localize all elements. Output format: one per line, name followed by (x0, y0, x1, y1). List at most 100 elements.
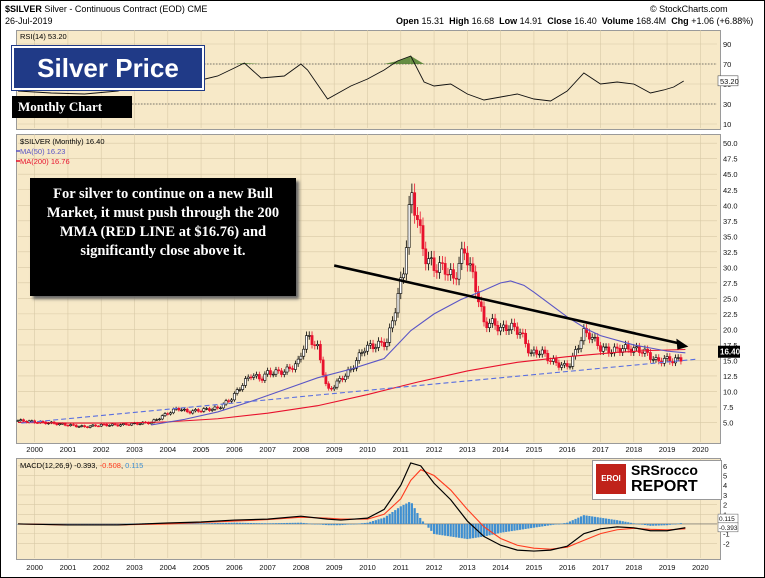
price-candle-body (58, 423, 62, 426)
rsi-overbought-fill (244, 63, 261, 64)
rsi-tick-label: 10 (723, 120, 731, 129)
price-candle-body (460, 248, 464, 264)
exchange: CME (187, 4, 208, 14)
price-candle-body (579, 340, 583, 349)
macd-histogram-bar (516, 523, 519, 531)
macd-histogram-bar (125, 523, 128, 525)
macd-histogram-bar (521, 523, 524, 530)
srsrocco-logo: EROI SRSrocco REPORT (592, 460, 722, 500)
rsi-tick-label: 30 (723, 100, 731, 109)
price-candle-body (191, 410, 195, 414)
price-candle-body (249, 376, 253, 379)
macd-histogram-bar (341, 523, 344, 526)
macd-histogram-bar (585, 515, 588, 524)
price-candle-body (155, 419, 159, 421)
rsi-legend: RSI(14) 53.20 (20, 32, 67, 41)
price-candle-body (296, 358, 300, 365)
price-candle-body (454, 277, 458, 280)
chart-subtitle-banner: Monthly Chart (12, 96, 132, 118)
price-candle-body (399, 277, 403, 294)
x-tick-label-macd: 2005 (193, 563, 210, 572)
price-candle-body (604, 346, 608, 349)
macd-histogram-bar (61, 523, 64, 525)
macd-histogram-bar (113, 523, 117, 525)
price-tick-label: 22.5 (723, 310, 738, 319)
price-candle-body (443, 263, 447, 275)
price-candle-body (330, 388, 333, 390)
price-candle-body (518, 332, 522, 335)
price-candle-body (402, 273, 405, 279)
price-candle-body (299, 355, 303, 360)
x-tick-label-price: 2001 (60, 445, 77, 454)
x-tick-label-macd: 2017 (592, 563, 609, 572)
signal-value: -0.508 (99, 461, 121, 470)
macd-histogram-bar (313, 523, 316, 525)
macd-histogram-bar (507, 523, 511, 532)
price-candle-body (452, 269, 455, 279)
price-candle-body (224, 400, 228, 405)
price-candle-body (263, 373, 267, 381)
ma200-line (17, 348, 686, 424)
price-candle-body (679, 357, 683, 362)
x-tick-label-macd: 2004 (159, 563, 176, 572)
ma50-line (151, 280, 686, 426)
price-candle-body (582, 328, 586, 342)
price-candle-body (219, 407, 222, 410)
price-candle-body (166, 413, 170, 415)
macd-histogram-bar (665, 523, 669, 526)
macd-histogram-bar (119, 523, 122, 525)
macd-histogram-bar (582, 515, 585, 524)
price-candle-body (468, 263, 472, 266)
price-candle-body (210, 409, 214, 411)
price-candle-body (421, 225, 425, 250)
symbol: $SILVER (5, 4, 42, 14)
x-tick-label-price: 2014 (492, 445, 509, 454)
price-candle-body (260, 378, 264, 381)
price-candle-body (360, 352, 364, 354)
macd-histogram-bar (671, 523, 674, 525)
price-candle-body (310, 335, 314, 345)
macd-histogram-bar (194, 523, 197, 524)
macd-histogram-bar (602, 518, 605, 524)
price-candle-body (127, 424, 131, 426)
macd-histogram-bar (383, 517, 386, 524)
price-candle-body (116, 424, 120, 427)
x-tick-label-price: 2004 (159, 445, 176, 454)
macd-histogram-bar (75, 523, 78, 525)
macd-histogram-bar (249, 523, 253, 524)
macd-histogram-bar (247, 522, 250, 524)
price-candle-body (77, 426, 81, 428)
macd-histogram-bar (299, 522, 303, 524)
macd-histogram-bar (291, 522, 294, 524)
x-tick-label-price: 2020 (692, 445, 709, 454)
macd-histogram-bar (543, 523, 547, 527)
eroi-logo-icon: EROI (596, 464, 626, 494)
macd-histogram-bar (363, 522, 366, 524)
price-candle-body (662, 358, 666, 364)
hist-value: 0.115 (125, 461, 144, 470)
macd-histogram-bar (560, 523, 563, 525)
macd-histogram-bar (480, 523, 483, 537)
chg-label: Chg (671, 16, 689, 26)
price-candle-body (180, 409, 184, 412)
price-candle-body (371, 343, 375, 350)
x-tick-label-macd: 2007 (259, 563, 276, 572)
price-candle-body (463, 248, 466, 254)
price-candle-body (607, 346, 611, 354)
rsi-last-value: 53.20 (720, 77, 739, 86)
price-candle-body (280, 370, 283, 375)
x-tick-label-price: 2003 (126, 445, 143, 454)
volume-label: Volume (601, 16, 634, 26)
x-tick-label-price: 2007 (259, 445, 276, 454)
price-candle-body (196, 409, 200, 412)
macd-histogram-bar (574, 518, 577, 524)
macd-histogram-bar (474, 523, 477, 538)
macd-histogram-bar (258, 523, 261, 524)
price-candle-body (257, 374, 261, 380)
macd-histogram-bar (438, 523, 441, 535)
price-candle-body (332, 386, 336, 390)
x-tick-label-price: 2006 (226, 445, 243, 454)
macd-histogram-bar (488, 523, 491, 536)
price-candle-body (169, 412, 172, 415)
macd-histogram-bar (466, 523, 469, 540)
